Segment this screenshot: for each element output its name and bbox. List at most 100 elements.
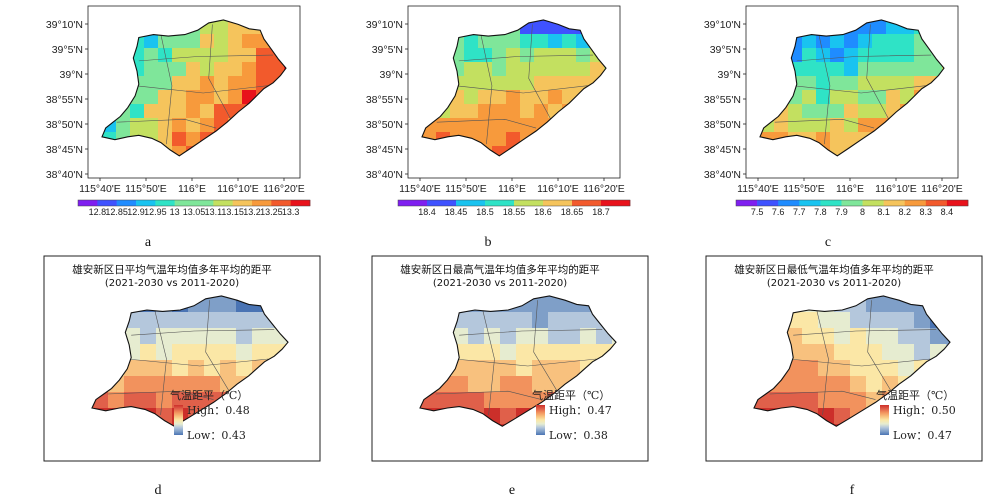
grid-cell — [158, 62, 173, 77]
grid-cell — [534, 90, 549, 105]
grid-cell — [464, 62, 479, 77]
grid-cell — [214, 62, 229, 77]
grid-cell — [464, 90, 479, 105]
grid-cell — [882, 344, 899, 361]
grid-cell — [872, 20, 887, 35]
colorbar-segment — [174, 200, 195, 206]
grid-cell — [144, 104, 159, 119]
colorbar-tick-label: 13.15 — [221, 207, 244, 217]
legend-title: 气温距平（℃） — [876, 388, 954, 402]
grid-cell — [492, 34, 507, 49]
county-boundary — [458, 54, 594, 62]
grid-cell — [816, 104, 831, 119]
colorbar-segment — [799, 200, 821, 206]
grid-cell — [802, 392, 819, 409]
colorbar-segment — [601, 200, 631, 206]
grid-cell — [140, 392, 157, 409]
colorbar-frame — [735, 199, 969, 207]
grid-cell — [172, 76, 187, 91]
colorbar-tick-label: 18.7 — [592, 207, 610, 217]
grid-cell — [802, 360, 819, 377]
legend-low-label: Low：0.47 — [893, 429, 952, 442]
grid-cell — [858, 76, 873, 91]
colorbar-segment — [736, 200, 758, 206]
grid-cell — [124, 392, 141, 409]
grid-cell — [914, 328, 931, 345]
grid-cell — [468, 312, 485, 329]
grid-cell — [844, 34, 859, 49]
grid-cell — [532, 344, 549, 361]
colorbar-segment — [572, 200, 602, 206]
lon-tick-label: 116°E — [498, 183, 526, 195]
grid-cell — [214, 20, 229, 35]
grid-cell — [928, 62, 943, 77]
colorbar-tick-label: 7.9 — [835, 207, 848, 217]
grid-cell — [834, 312, 851, 329]
grid-cell — [436, 392, 453, 409]
grid-cell — [818, 360, 835, 377]
grid-cell — [214, 48, 229, 63]
grid-cell — [830, 104, 845, 119]
grid-cell — [186, 132, 201, 147]
grid-cell — [172, 328, 189, 345]
grid-cell — [172, 132, 187, 147]
grid-cell — [834, 392, 851, 409]
bottom-panel-e-map: 雄安新区日最高气温年均值多年平均的距平 (2021-2030 vs 2011-20… — [371, 255, 649, 498]
grid-cell — [172, 360, 189, 377]
colorbar-segment — [485, 200, 515, 206]
grid-cell — [844, 132, 859, 147]
grid-cell — [172, 48, 187, 63]
colorbar-tick-label: 8.3 — [920, 207, 933, 217]
grid-cell — [450, 118, 465, 133]
county-boundary — [528, 24, 552, 120]
grid-cell — [204, 344, 221, 361]
lon-tick-label: 115°50'E — [125, 183, 167, 195]
county-boundary — [160, 34, 173, 145]
grid-cell — [492, 90, 507, 105]
lat-tick-label: 38°55'N — [46, 94, 83, 106]
grid-cell — [186, 34, 201, 49]
lon-tick-label: 115°50'E — [783, 183, 825, 195]
grid-cell — [200, 48, 215, 63]
grid-cell — [188, 344, 205, 361]
colorbar-segment — [398, 200, 428, 206]
grid-cell — [850, 376, 867, 393]
grid-cell — [834, 344, 851, 361]
grid-cell — [562, 62, 577, 77]
grid-cell — [850, 312, 867, 329]
county-boundary — [459, 329, 603, 336]
grid-cell — [144, 34, 159, 49]
legend-low-label: Low：0.43 — [187, 429, 246, 442]
grid-cell — [844, 90, 859, 105]
grid-cell — [516, 312, 533, 329]
panel-letter-a: a — [145, 235, 152, 250]
county-boundary — [135, 85, 268, 94]
grid-cell — [564, 344, 581, 361]
map-subtitle: (2021-2030 vs 2011-2020) — [767, 278, 901, 289]
colorbar-tick-label: 8.1 — [877, 207, 890, 217]
lat-tick-label: 39°10'N — [46, 19, 83, 31]
grid-cell — [158, 76, 173, 91]
grid-cell — [172, 312, 189, 329]
grid-cell — [562, 48, 577, 63]
grid-cell — [516, 344, 533, 361]
county-boundary — [205, 300, 230, 392]
colorbar-segment — [290, 200, 311, 206]
county-boundary — [774, 118, 875, 129]
grid-cell — [788, 104, 803, 119]
grid-cell — [236, 312, 253, 329]
grid-cell — [468, 392, 485, 409]
grid-cell — [172, 146, 187, 156]
grid-cell — [252, 328, 269, 345]
county-boundary — [866, 24, 890, 120]
county-boundary — [127, 358, 269, 367]
grid-cell — [802, 34, 817, 49]
grid-cell — [914, 312, 931, 329]
colorbar-tick-label: 18.65 — [561, 207, 584, 217]
lon-tick-label: 116°20'E — [263, 183, 305, 195]
grid-cell — [850, 328, 867, 345]
grid-cell — [534, 34, 549, 49]
grid-cell — [500, 392, 517, 409]
grid-cell — [548, 62, 563, 77]
grid-cell — [436, 118, 451, 133]
